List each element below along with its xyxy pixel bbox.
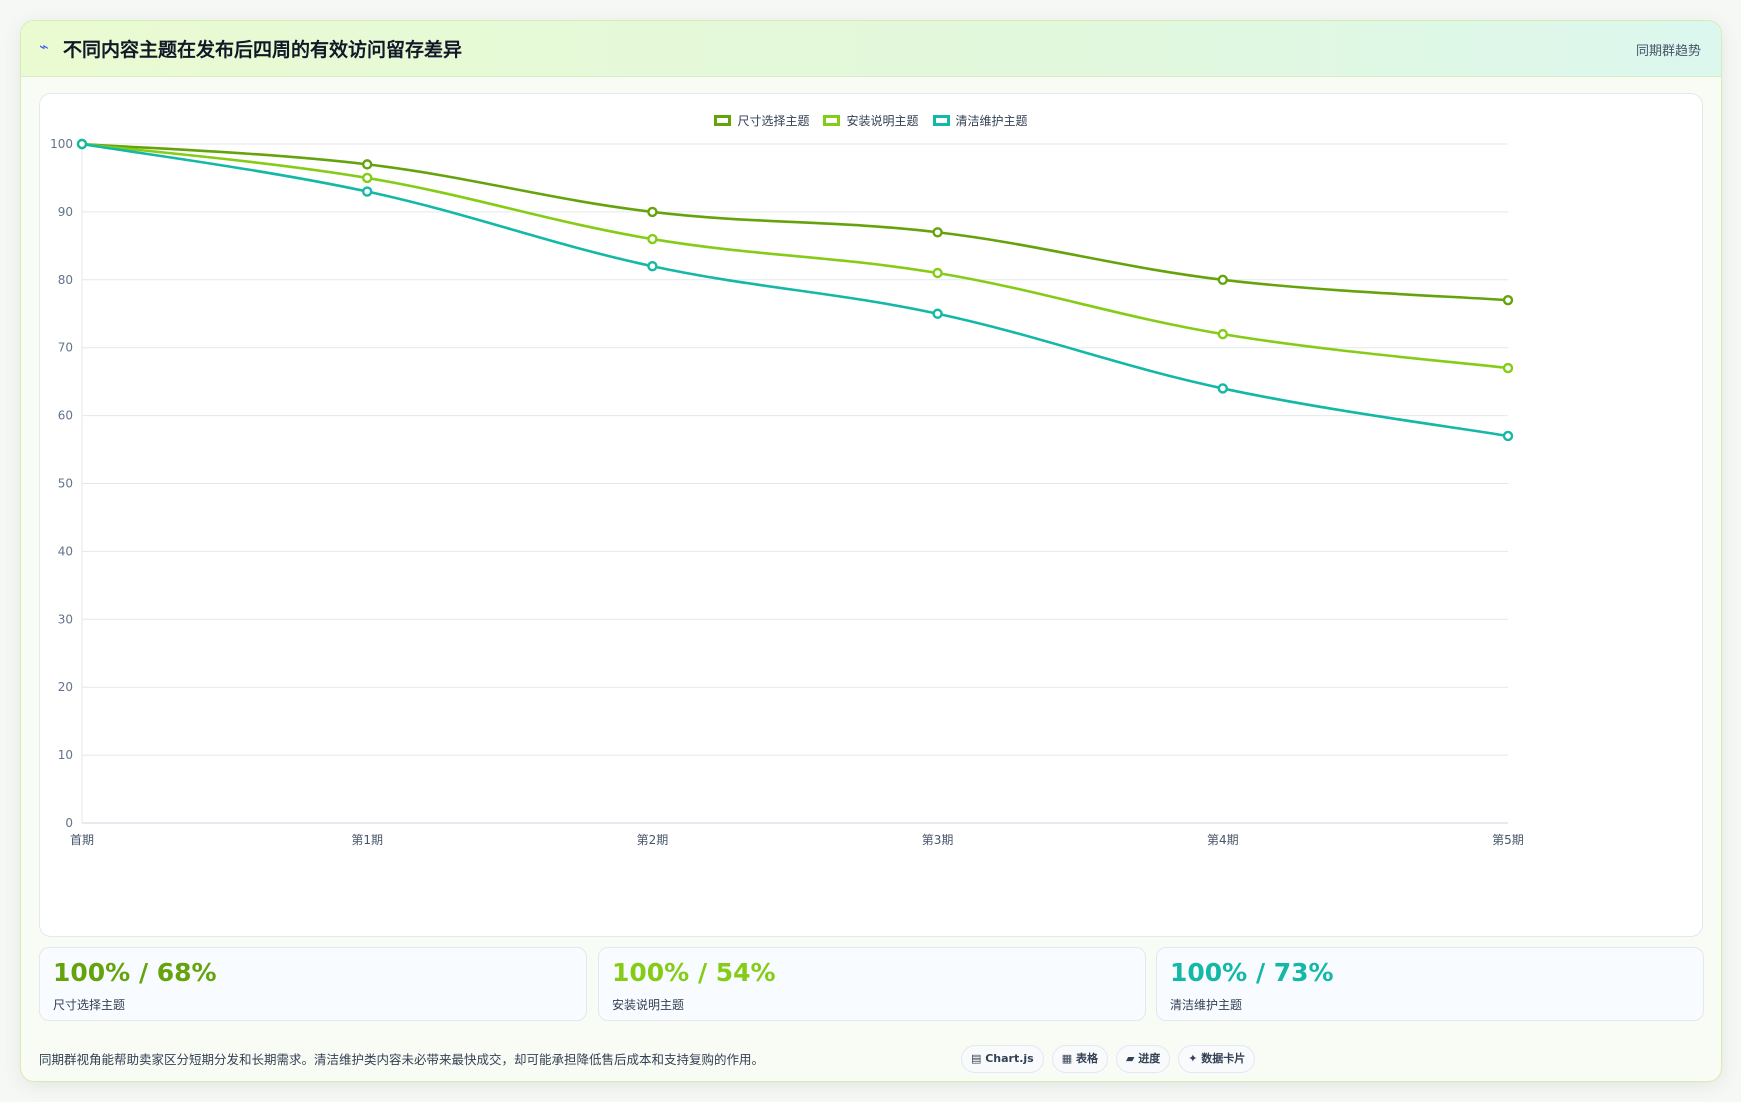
line-chart: 0 10 20 30 40 50 60 70 80 90 100 首期 第1期 第2期 第3期 第4期 第5期	[50, 137, 1524, 847]
data-point	[362, 186, 373, 197]
x-tick-label: 首期	[70, 833, 94, 847]
feature-chips: ▤ Chart.js ▦ 表格 ▰ 进度 ✦ 数据卡片	[961, 1045, 1256, 1073]
y-tick-label: 80	[58, 273, 73, 287]
data-point	[1217, 274, 1229, 286]
chart-area: 尺寸选择主题 安装说明主题 清洁维护主题 0 10 20 30 40 50 60 70 80 90 10…	[39, 93, 1703, 937]
y-tick-label: 60	[58, 409, 73, 423]
data-point	[1502, 430, 1514, 442]
stat-card: 100% / 73% 清洁维护主题	[1156, 947, 1704, 1021]
legend-item[interactable]: 清洁维护主题	[932, 112, 1028, 129]
chip-chartjs[interactable]: ▤ Chart.js	[961, 1045, 1044, 1073]
stat-card: 100% / 54% 安装说明主题	[598, 947, 1146, 1021]
stat-label: 清洁维护主题	[1170, 998, 1243, 1012]
data-point	[932, 308, 943, 319]
y-tick-label: 100	[50, 137, 73, 151]
data-point	[1217, 328, 1229, 340]
y-tick-label: 40	[58, 544, 73, 558]
legend-swatch	[823, 115, 841, 126]
legend-item[interactable]: 安装说明主题	[823, 112, 919, 129]
card-header: ⌁ 不同内容主题在发布后四周的有效访问留存差异 同期群趋势	[21, 21, 1721, 77]
stat-label: 尺寸选择主题	[53, 998, 126, 1012]
stat-value: 100% / 54%	[612, 958, 776, 987]
data-point	[362, 159, 373, 170]
trend-icon: ⌁	[39, 37, 49, 56]
legend-label: 清洁维护主题	[955, 114, 1028, 128]
legend-swatch	[932, 115, 950, 126]
x-tick-label: 第1期	[351, 833, 383, 847]
y-tick-label: 50	[58, 477, 73, 491]
chip-progress[interactable]: ▰ 进度	[1115, 1045, 1171, 1073]
y-tick-label: 20	[58, 680, 73, 694]
data-point	[1217, 383, 1229, 394]
data-point	[647, 206, 658, 218]
y-tick-label: 0	[65, 816, 73, 830]
stat-cards: 100% / 68% 尺寸选择主题 100% / 54% 安装说明主题 100%…	[39, 947, 1704, 1021]
footer-note: 同期群视角能帮助卖家区分短期分发和长期需求。清洁维护类内容未必带来最快成交，却可…	[39, 1052, 765, 1067]
stat-value: 100% / 68%	[53, 958, 217, 987]
chip-table[interactable]: ▦ 表格	[1051, 1045, 1108, 1073]
x-tick-label: 第4期	[1207, 833, 1239, 847]
stat-card: 100% / 68% 尺寸选择主题	[39, 947, 587, 1021]
data-point	[362, 172, 373, 184]
data-point	[1502, 362, 1514, 374]
x-tick-label: 第3期	[922, 833, 954, 847]
x-tick-label: 第2期	[637, 833, 669, 847]
y-tick-label: 30	[58, 612, 73, 626]
data-point	[76, 138, 88, 150]
series-line	[81, 142, 1509, 438]
chart-tag: 同期群趋势	[1635, 44, 1701, 59]
series-line	[81, 142, 1509, 302]
data-point	[932, 267, 943, 279]
chip-data-cards[interactable]: ✦ 数据卡片	[1178, 1045, 1256, 1073]
legend-swatch	[714, 115, 732, 126]
legend-label: 安装说明主题	[846, 114, 919, 128]
legend-label: 尺寸选择主题	[737, 114, 810, 128]
y-tick-label: 90	[58, 205, 73, 219]
chart-legend: 尺寸选择主题 安装说明主题 清洁维护主题	[40, 112, 1702, 129]
data-point	[647, 261, 658, 272]
chart-card: ⌁ 不同内容主题在发布后四周的有效访问留存差异 同期群趋势 尺寸选择主题安装说明…	[20, 20, 1722, 1082]
stat-value: 100% / 73%	[1170, 958, 1334, 987]
series-line	[81, 142, 1509, 370]
chart-title: 不同内容主题在发布后四周的有效访问留存差异	[63, 39, 463, 61]
data-point	[1502, 294, 1514, 306]
legend-item[interactable]: 尺寸选择主题	[714, 112, 809, 129]
y-tick-label: 70	[58, 341, 73, 355]
data-point	[932, 227, 943, 238]
x-tick-label: 第5期	[1492, 833, 1524, 847]
stat-label: 安装说明主题	[612, 998, 685, 1012]
y-tick-label: 10	[58, 748, 73, 762]
data-point	[647, 233, 658, 245]
